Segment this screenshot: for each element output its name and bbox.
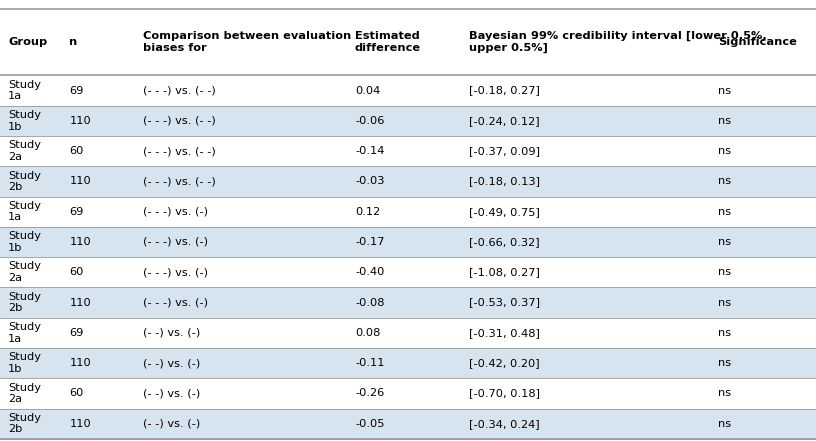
Text: 60: 60 <box>69 389 84 398</box>
Text: ns: ns <box>718 237 731 247</box>
Text: 0.04: 0.04 <box>355 86 380 96</box>
Text: -0.08: -0.08 <box>355 298 384 307</box>
Bar <box>0 378 816 408</box>
Text: Study
2b: Study 2b <box>8 292 41 314</box>
Bar <box>0 106 816 136</box>
Text: Study
1a: Study 1a <box>8 80 41 101</box>
Text: ns: ns <box>718 146 731 156</box>
Text: [-0.24, 0.12]: [-0.24, 0.12] <box>469 116 540 126</box>
Text: (- - -) vs. (- -): (- - -) vs. (- -) <box>143 146 215 156</box>
Text: ns: ns <box>718 267 731 277</box>
Text: (- -) vs. (-): (- -) vs. (-) <box>143 328 200 338</box>
Text: Group: Group <box>8 37 47 47</box>
Text: 60: 60 <box>69 146 84 156</box>
Text: ns: ns <box>718 116 731 126</box>
Text: -0.03: -0.03 <box>355 176 384 187</box>
Text: [-0.66, 0.32]: [-0.66, 0.32] <box>469 237 540 247</box>
Text: ns: ns <box>718 328 731 338</box>
Text: -0.11: -0.11 <box>355 358 384 368</box>
Text: Study
2a: Study 2a <box>8 262 41 283</box>
Text: ns: ns <box>718 389 731 398</box>
Text: [-0.18, 0.13]: [-0.18, 0.13] <box>469 176 540 187</box>
Text: 110: 110 <box>69 419 91 429</box>
Text: ns: ns <box>718 176 731 187</box>
Text: ns: ns <box>718 86 731 96</box>
Text: ns: ns <box>718 358 731 368</box>
Text: ns: ns <box>718 298 731 307</box>
Text: [-0.37, 0.09]: [-0.37, 0.09] <box>469 146 540 156</box>
Text: (- - -) vs. (- -): (- - -) vs. (- -) <box>143 116 215 126</box>
Text: Significance: Significance <box>718 37 797 47</box>
Text: (- -) vs. (-): (- -) vs. (-) <box>143 358 200 368</box>
Text: 110: 110 <box>69 358 91 368</box>
Bar <box>0 348 816 378</box>
Text: (- - -) vs. (- -): (- - -) vs. (- -) <box>143 176 215 187</box>
Text: Study
2b: Study 2b <box>8 171 41 192</box>
Text: -0.17: -0.17 <box>355 237 384 247</box>
Text: -0.26: -0.26 <box>355 389 384 398</box>
Bar <box>0 288 816 318</box>
Text: (- -) vs. (-): (- -) vs. (-) <box>143 419 200 429</box>
Text: Estimated
difference: Estimated difference <box>355 31 421 53</box>
Text: 110: 110 <box>69 237 91 247</box>
Text: [-0.31, 0.48]: [-0.31, 0.48] <box>469 328 540 338</box>
Text: 69: 69 <box>69 328 84 338</box>
Text: (- - -) vs. (-): (- - -) vs. (-) <box>143 237 208 247</box>
Text: Study
1b: Study 1b <box>8 352 41 374</box>
Text: -0.14: -0.14 <box>355 146 384 156</box>
Text: Bayesian 99% credibility interval [lower 0.5%,
upper 0.5%]: Bayesian 99% credibility interval [lower… <box>469 31 767 53</box>
Text: [-0.70, 0.18]: [-0.70, 0.18] <box>469 389 540 398</box>
Text: 110: 110 <box>69 176 91 187</box>
Bar <box>0 408 816 439</box>
Text: -0.05: -0.05 <box>355 419 384 429</box>
Text: ns: ns <box>718 207 731 217</box>
Text: n: n <box>69 37 78 47</box>
Text: Comparison between evaluation
biases for: Comparison between evaluation biases for <box>143 31 351 53</box>
Bar <box>0 257 816 288</box>
Text: (- -) vs. (-): (- -) vs. (-) <box>143 389 200 398</box>
Bar <box>0 166 816 197</box>
Text: Study
1a: Study 1a <box>8 322 41 344</box>
Bar <box>0 227 816 257</box>
Text: Study
2b: Study 2b <box>8 413 41 434</box>
Text: Study
1a: Study 1a <box>8 201 41 223</box>
Text: -0.06: -0.06 <box>355 116 384 126</box>
Text: Study
2a: Study 2a <box>8 383 41 404</box>
Text: (- - -) vs. (- -): (- - -) vs. (- -) <box>143 86 215 96</box>
Text: 0.12: 0.12 <box>355 207 380 217</box>
Bar <box>0 318 816 348</box>
Text: Study
1b: Study 1b <box>8 110 41 132</box>
Text: 60: 60 <box>69 267 84 277</box>
Bar <box>0 197 816 227</box>
Bar <box>0 9 816 75</box>
Text: 110: 110 <box>69 116 91 126</box>
Text: [-0.34, 0.24]: [-0.34, 0.24] <box>469 419 540 429</box>
Text: (- - -) vs. (-): (- - -) vs. (-) <box>143 207 208 217</box>
Text: -0.40: -0.40 <box>355 267 384 277</box>
Text: 69: 69 <box>69 86 84 96</box>
Text: ns: ns <box>718 419 731 429</box>
Text: 110: 110 <box>69 298 91 307</box>
Text: 69: 69 <box>69 207 84 217</box>
Text: (- - -) vs. (-): (- - -) vs. (-) <box>143 298 208 307</box>
Text: [-0.49, 0.75]: [-0.49, 0.75] <box>469 207 540 217</box>
Text: (- - -) vs. (-): (- - -) vs. (-) <box>143 267 208 277</box>
Text: [-0.42, 0.20]: [-0.42, 0.20] <box>469 358 540 368</box>
Text: [-0.18, 0.27]: [-0.18, 0.27] <box>469 86 540 96</box>
Text: [-0.53, 0.37]: [-0.53, 0.37] <box>469 298 540 307</box>
Text: Study
2a: Study 2a <box>8 140 41 162</box>
Bar <box>0 136 816 166</box>
Text: [-1.08, 0.27]: [-1.08, 0.27] <box>469 267 540 277</box>
Text: Study
1b: Study 1b <box>8 231 41 253</box>
Bar <box>0 75 816 106</box>
Text: 0.08: 0.08 <box>355 328 380 338</box>
